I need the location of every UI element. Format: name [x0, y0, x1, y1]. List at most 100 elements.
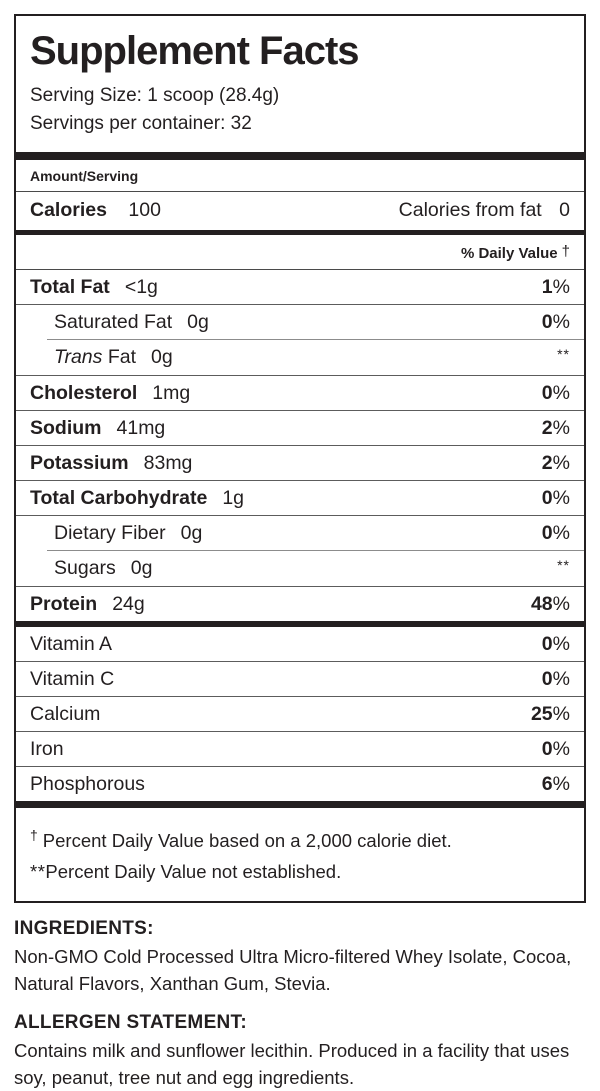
- nutrient-name: Dietary Fiber: [54, 522, 166, 544]
- nutrient-name: Phosphorous: [30, 773, 145, 795]
- nutrient-amount: 0g: [130, 557, 153, 579]
- allergen-heading: ALLERGEN STATEMENT:: [14, 1012, 247, 1033]
- nutrient-name: Sodium: [30, 417, 102, 439]
- nutrient-amount: 0g: [187, 311, 209, 333]
- nutrient-amount: 1mg: [152, 382, 191, 404]
- ingredients-text: Non-GMO Cold Processed Ultra Micro-filte…: [14, 946, 572, 994]
- nutrient-amount: 0g: [180, 522, 203, 544]
- thick-divider-bar: [16, 621, 584, 627]
- row-separator: [16, 480, 584, 481]
- nutrient-left: Iron: [30, 738, 64, 760]
- supplement-facts-panel: Supplement Facts Serving Size: 1 scoop (…: [14, 14, 586, 903]
- nutrient-daily-value: 0%: [541, 738, 570, 760]
- nutrient-daily-value: 0%: [541, 522, 570, 544]
- nutrient-daily-value: 0%: [541, 311, 570, 333]
- nutrient-name: Vitamin A: [30, 633, 113, 655]
- nutrient-daily-value: 0%: [541, 487, 570, 509]
- nutrient-left: Total Carbohydrate 1g: [30, 487, 244, 509]
- nutrient-row: Sodium 41mg 2%: [16, 411, 584, 445]
- nutrient-name: Protein: [30, 593, 98, 615]
- row-separator: [16, 304, 584, 305]
- row-separator: [16, 766, 584, 767]
- nutrient-name: Total Fat: [30, 276, 110, 298]
- vitamin-rows: Vitamin A 0% Vitamin C 0% Calcium 25% Iron 0% Ph…: [16, 627, 584, 801]
- nutrient-left: Phosphorous: [30, 773, 145, 795]
- daily-value-header-label: % Daily Value: [460, 245, 558, 262]
- daily-value-header: % Daily Value †: [16, 235, 584, 270]
- nutrient-left: Vitamin A: [30, 633, 112, 655]
- nutrient-amount: 41mg: [116, 417, 166, 439]
- dagger-marker: †: [30, 827, 38, 843]
- dagger-marker: †: [561, 243, 570, 260]
- nutrient-row: Phosphorous 6%: [16, 767, 584, 801]
- nutrient-left: Protein 24g: [30, 593, 145, 615]
- row-separator: [16, 515, 584, 516]
- calories-from-fat-label: Calories from fat: [398, 199, 542, 221]
- nutrient-row: Vitamin A 0%: [16, 627, 584, 661]
- footnote-asterisks: **Percent Daily Value not established.: [30, 856, 570, 887]
- nutrient-row: Total Fat <1g 1%: [16, 270, 584, 304]
- nutrient-daily-value: 6%: [541, 773, 570, 795]
- nutrient-left: Trans Fat 0g: [54, 346, 173, 368]
- nutrient-row: Cholesterol 1mg 0%: [16, 376, 584, 410]
- footnote-dagger: † Percent Daily Value based on a 2,000 ca…: [30, 820, 570, 856]
- nutrient-left: Saturated Fat 0g: [54, 311, 209, 333]
- nutrient-row: Protein 24g 48%: [16, 587, 584, 621]
- nutrient-left: Calcium: [30, 703, 100, 725]
- nutrient-daily-value: **: [557, 346, 570, 362]
- asterisks-marker: **: [30, 861, 46, 882]
- nutrient-name: Calcium: [30, 703, 101, 725]
- nutrient-row: Total Carbohydrate 1g 0%: [16, 481, 584, 515]
- nutrient-name: Vitamin C: [30, 668, 115, 690]
- nutrient-row: Trans Fat 0g **: [16, 340, 584, 375]
- nutrient-row: Calcium 25%: [16, 697, 584, 731]
- nutrient-amount: <1g: [124, 276, 158, 298]
- nutrient-name: Trans Fat: [54, 346, 136, 368]
- footnotes: † Percent Daily Value based on a 2,000 ca…: [16, 808, 584, 901]
- nutrient-row: Potassium 83mg 2%: [16, 446, 584, 480]
- nutrient-name: Sugars: [54, 557, 116, 579]
- calories-left: Calories 100: [30, 199, 161, 222]
- nutrient-left: Total Fat <1g: [30, 276, 158, 298]
- nutrient-daily-value: 1%: [541, 276, 570, 298]
- thick-divider-bar: [16, 152, 584, 160]
- amount-serving-header: Amount/Serving: [16, 160, 584, 192]
- row-separator: [16, 375, 584, 376]
- row-separator: [47, 550, 584, 551]
- nutrient-left: Sugars 0g: [54, 557, 153, 579]
- nutrient-name: Total Carbohydrate: [30, 487, 208, 509]
- row-separator: [16, 586, 584, 587]
- serving-size: Serving Size: 1 scoop (28.4g): [30, 85, 280, 106]
- nutrient-left: Potassium 83mg: [30, 452, 192, 474]
- thick-divider-bar: [16, 230, 584, 235]
- row-separator: [16, 731, 584, 732]
- allergen-section: ALLERGEN STATEMENT: Contains milk and su…: [14, 1012, 586, 1091]
- nutrient-name: Iron: [30, 738, 64, 760]
- nutrient-left: Dietary Fiber 0g: [54, 522, 202, 544]
- calories-from-fat-value: 0: [559, 199, 570, 221]
- nutrient-amount: 1g: [222, 487, 245, 509]
- ingredients-heading: INGREDIENTS:: [14, 918, 154, 939]
- thick-divider-bar: [16, 801, 584, 808]
- label-title: Supplement Facts: [30, 29, 360, 73]
- nutrient-left: Sodium 41mg: [30, 417, 165, 439]
- nutrient-row: Dietary Fiber 0g 0%: [16, 516, 584, 550]
- row-separator: [16, 696, 584, 697]
- allergen-text: Contains milk and sunflower lecithin. Pr…: [14, 1040, 570, 1088]
- nutrient-daily-value: 48%: [530, 593, 570, 615]
- nutrient-row: Iron 0%: [16, 732, 584, 766]
- servings-per-container: Servings per container: 32: [30, 113, 252, 134]
- nutrient-daily-value: 0%: [541, 668, 570, 690]
- nutrient-name: Cholesterol: [30, 382, 138, 404]
- nutrient-amount: 83mg: [143, 452, 193, 474]
- nutrient-left: Vitamin C: [30, 668, 114, 690]
- nutrient-name: Potassium: [30, 452, 129, 474]
- calories-label: Calories: [30, 199, 107, 221]
- row-separator: [47, 339, 584, 340]
- nutrient-amount: 0g: [151, 346, 173, 368]
- nutrient-daily-value: 25%: [530, 703, 570, 725]
- nutrient-row: Saturated Fat 0g 0%: [16, 305, 584, 339]
- nutrient-name: Saturated Fat: [54, 311, 173, 333]
- calories-value: 100: [128, 199, 161, 221]
- nutrient-amount: 24g: [112, 593, 145, 615]
